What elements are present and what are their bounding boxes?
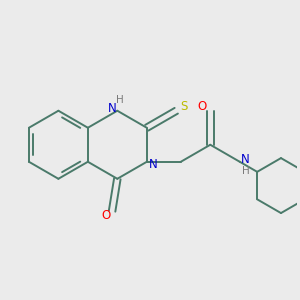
Text: S: S <box>180 100 188 113</box>
Text: O: O <box>101 209 110 222</box>
Text: H: H <box>116 94 124 105</box>
Text: O: O <box>198 100 207 113</box>
Text: N: N <box>149 158 158 171</box>
Text: H: H <box>242 166 250 176</box>
Text: N: N <box>108 102 117 115</box>
Text: N: N <box>241 153 249 166</box>
